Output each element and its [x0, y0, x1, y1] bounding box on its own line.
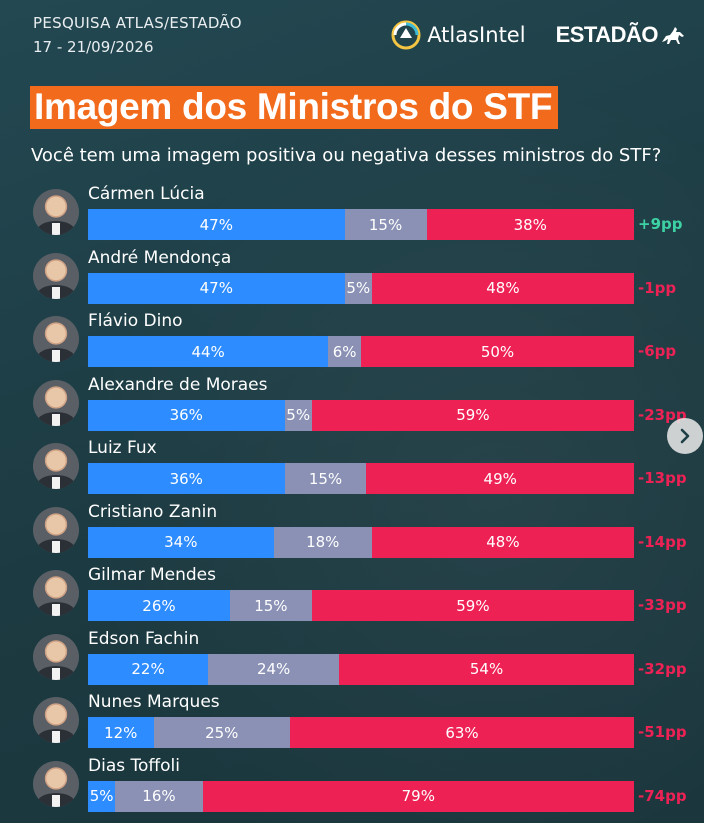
minister-row: Nunes Marques 12% 25% 63% -51pp — [0, 692, 704, 752]
survey-date: 17 - 21/09/2026 — [33, 38, 154, 56]
neutral-segment: 15% — [284, 463, 367, 494]
header: PESQUISA ATLAS/ESTADÃO 17 - 21/09/2026 — [33, 14, 242, 56]
stacked-bar: 36% 15% 49% — [88, 463, 634, 494]
minister-name: Edson Fachin — [88, 628, 200, 649]
logos: AtlasIntel ESTADÃO — [391, 20, 686, 50]
negative-segment: 54% — [339, 653, 634, 685]
minister-name: Nunes Marques — [88, 692, 220, 712]
minister-name: Cármen Lúcia — [88, 184, 205, 204]
page-title: Imagem dos Ministros do STF — [34, 86, 553, 127]
survey-question: Você tem uma imagem positiva ou negativa… — [31, 145, 662, 166]
neutral-segment: 15% — [344, 209, 427, 240]
minister-row: Dias Toffoli 5% 16% 79% -74pp — [0, 756, 704, 816]
stacked-bar: 44% 6% 50% — [88, 336, 634, 367]
negative-segment: 48% — [371, 272, 634, 304]
minister-name: Flávio Dino — [88, 311, 183, 331]
positive-segment: 34% — [88, 526, 274, 558]
balance-label: -32pp — [638, 659, 687, 678]
estadao-logo: ESTADÃO — [556, 22, 686, 48]
chevron-right-icon — [680, 428, 690, 444]
minister-photo — [33, 189, 79, 235]
minister-row: Cármen Lúcia 47% 15% 38% +9pp — [0, 184, 704, 244]
negative-segment: 38% — [426, 209, 634, 240]
balance-label: +9pp — [638, 215, 683, 233]
stacked-bar: 26% 15% 59% — [88, 590, 634, 621]
minister-row: Alexandre de Moraes 36% 5% 59% -23pp — [0, 375, 704, 435]
neutral-segment: 18% — [273, 526, 372, 558]
survey-name: PESQUISA ATLAS/ESTADÃO — [33, 14, 242, 32]
neutral-segment: 16% — [115, 780, 203, 812]
minister-name: André Mendonça — [88, 247, 232, 268]
next-slide-button[interactable] — [667, 418, 703, 454]
minister-row: Flávio Dino 44% 6% 50% -6pp — [0, 311, 704, 371]
atlasintel-mark-icon — [391, 20, 421, 50]
minister-name: Dias Toffoli — [88, 755, 180, 776]
minister-name: Gilmar Mendes — [88, 565, 216, 585]
balance-label: -1pp — [638, 278, 677, 297]
minister-photo — [33, 506, 79, 553]
balance-label: -6pp — [638, 342, 677, 360]
neutral-segment: 15% — [229, 590, 312, 621]
minister-photo — [33, 252, 79, 299]
title-banner: Imagem dos Ministros do STF — [30, 86, 559, 129]
stacked-bar: 34% 18% 48% — [88, 526, 634, 558]
negative-segment: 49% — [366, 463, 634, 494]
positive-segment: 47% — [88, 209, 345, 240]
negative-segment: 59% — [311, 399, 634, 431]
neutral-segment: 5% — [344, 272, 372, 304]
minister-row: André Mendonça 47% 5% 48% -1pp — [0, 248, 704, 308]
stacked-bar: 12% 25% 63% — [88, 717, 634, 748]
minister-name: Alexandre de Moraes — [88, 374, 268, 395]
minister-photo — [33, 633, 79, 680]
stacked-bar: 36% 5% 59% — [88, 399, 634, 431]
balance-label: -23pp — [638, 405, 687, 424]
negative-segment: 63% — [290, 717, 634, 748]
minister-row: Luiz Fux 36% 15% 49% -13pp — [0, 438, 704, 498]
negative-segment: 59% — [311, 590, 634, 621]
estadao-logo-text: ESTADÃO — [555, 22, 659, 47]
atlasintel-logo-text: AtlasIntel — [427, 23, 526, 47]
positive-segment: 26% — [88, 590, 230, 621]
balance-label: -14pp — [638, 532, 687, 551]
minister-name: Luiz Fux — [88, 438, 157, 458]
positive-segment: 12% — [88, 717, 154, 748]
minister-photo — [33, 316, 79, 362]
positive-segment: 36% — [88, 399, 285, 431]
minister-photo — [33, 760, 79, 807]
minister-name: Cristiano Zanin — [88, 501, 218, 522]
minister-row: Cristiano Zanin 34% 18% 48% -14pp — [0, 502, 704, 562]
negative-segment: 48% — [371, 526, 634, 558]
stacked-bar: 47% 15% 38% — [88, 209, 634, 240]
minister-row: Gilmar Mendes 26% 15% 59% -33pp — [0, 565, 704, 625]
atlasintel-logo: AtlasIntel — [391, 20, 526, 50]
stacked-bar: 5% 16% 79% — [88, 780, 634, 812]
positive-segment: 22% — [88, 653, 209, 685]
neutral-segment: 5% — [284, 399, 312, 431]
balance-label: -74pp — [638, 786, 687, 805]
balance-label: -33pp — [638, 596, 687, 614]
balance-label: -51pp — [638, 723, 687, 741]
positive-segment: 5% — [88, 780, 116, 812]
minister-photo — [33, 443, 79, 489]
minister-photo — [33, 570, 79, 616]
minister-photo — [33, 379, 79, 426]
horse-rider-icon — [662, 27, 684, 44]
positive-segment: 47% — [88, 272, 345, 304]
neutral-segment: 25% — [153, 717, 291, 748]
minister-photo — [33, 697, 79, 743]
negative-segment: 79% — [202, 780, 634, 812]
positive-segment: 36% — [88, 463, 285, 494]
balance-label: -13pp — [638, 469, 687, 487]
minister-row: Edson Fachin 22% 24% 54% -32pp — [0, 629, 704, 689]
neutral-segment: 24% — [208, 653, 340, 685]
negative-segment: 50% — [360, 336, 634, 367]
stacked-bar: 22% 24% 54% — [88, 653, 634, 685]
neutral-segment: 6% — [328, 336, 361, 367]
positive-segment: 44% — [88, 336, 329, 367]
stacked-bar: 47% 5% 48% — [88, 272, 634, 304]
